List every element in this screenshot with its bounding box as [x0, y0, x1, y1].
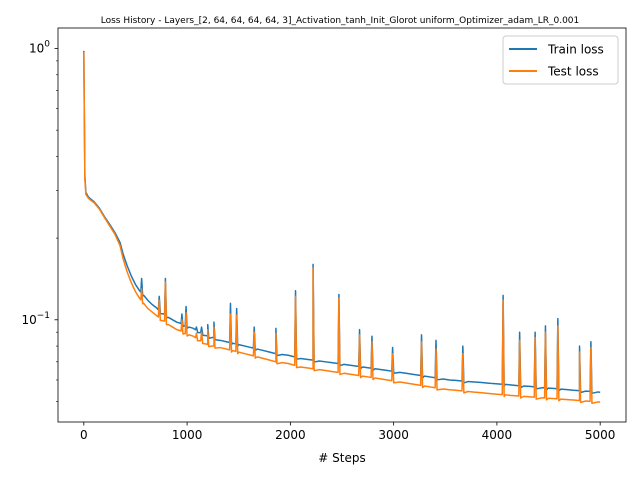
x-tick-label: 4000: [482, 428, 513, 442]
plot-area: [58, 28, 626, 422]
axes-frame: [57, 27, 627, 423]
y-tick-label: 100: [29, 39, 50, 55]
axes-layer: 0 1000 2000 3000 4000 5000 10−1 100: [21, 27, 627, 442]
x-axis-title: # Steps: [318, 451, 365, 465]
x-tick-label: 3000: [378, 428, 409, 442]
series-line-test: [83, 52, 601, 404]
chart-title: Loss History - Layers_[2, 64, 64, 64, 64…: [101, 16, 580, 26]
legend-label-train: Train loss: [547, 43, 604, 57]
y-tick-label: 10−1: [21, 311, 50, 327]
legend: Train loss Test loss: [502, 35, 619, 85]
x-tick-label: 2000: [275, 428, 306, 442]
x-tick-label: 1000: [172, 428, 203, 442]
x-tick-label: 5000: [585, 428, 616, 442]
x-tick-label: 0: [80, 428, 88, 442]
series-layer: [83, 50, 601, 404]
legend-label-test: Test loss: [547, 65, 599, 79]
